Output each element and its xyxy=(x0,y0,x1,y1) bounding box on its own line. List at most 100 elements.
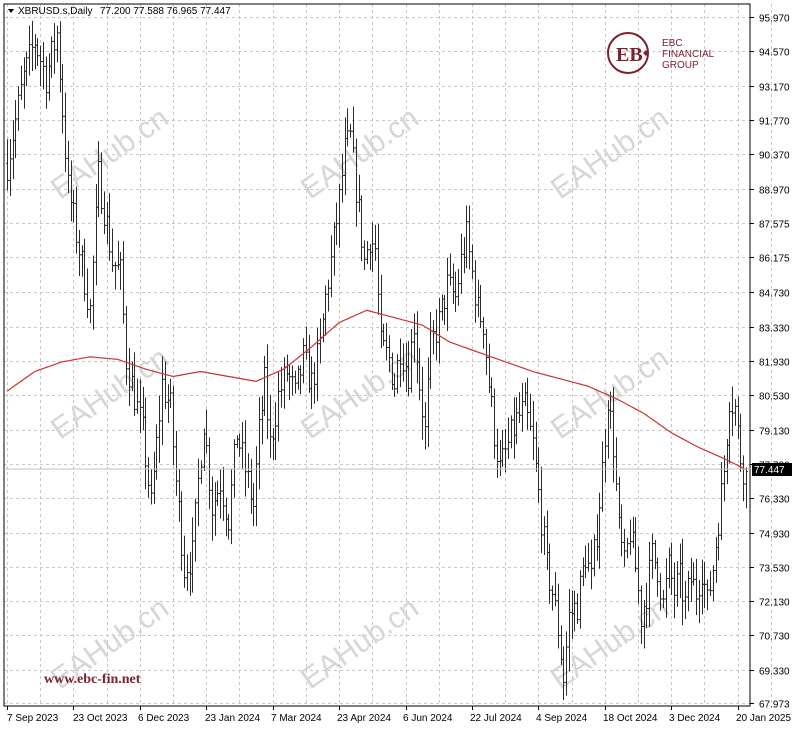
ohlc-bar xyxy=(648,541,651,628)
ohlc-bar xyxy=(330,235,333,298)
ohlc-bar xyxy=(17,86,20,131)
ohlc-bar xyxy=(20,65,23,101)
ohlc-bar xyxy=(712,565,715,602)
ohlc-bar xyxy=(147,457,150,498)
y-axis: 95.970 94.570 93.170 91.770 90.370 88.970 87.5… xyxy=(750,14,790,711)
ohlc-bar xyxy=(626,537,629,559)
ohlc-bar xyxy=(50,36,53,78)
ohlc-bar xyxy=(136,378,139,414)
ohlc-bar xyxy=(493,388,496,460)
ohlc-bar xyxy=(393,373,396,397)
ohlc-bar xyxy=(346,108,349,147)
ohlc-bar xyxy=(421,366,424,440)
ohlc-bar xyxy=(349,123,352,138)
x-tick-label: 3 Dec 2024 xyxy=(669,713,721,724)
ohlc-bar xyxy=(377,223,380,315)
ohlc-bar xyxy=(360,195,363,262)
ohlc-bar xyxy=(557,583,560,649)
ohlc-bar xyxy=(665,558,668,618)
ohlc-bar xyxy=(197,458,200,527)
ohlc-bar xyxy=(222,466,225,521)
ohlc-bar xyxy=(92,255,95,330)
ohlc-bar xyxy=(274,402,277,461)
website-link[interactable]: www.ebc-fin.net xyxy=(44,672,141,687)
current-price-tag: 77.447 xyxy=(752,463,792,476)
ohlc-bar xyxy=(573,590,576,632)
ohlc-bar xyxy=(266,344,269,440)
ohlc-bar xyxy=(396,354,399,394)
ohlc-bar xyxy=(291,365,294,396)
ohlc-bar xyxy=(692,562,695,586)
ohlc-bar xyxy=(227,513,230,540)
ohlc-bar xyxy=(161,356,164,445)
ohlc-bar xyxy=(615,437,618,492)
ohlc-bar xyxy=(670,542,673,595)
ohlc-bar xyxy=(388,335,391,373)
ohlc-bar xyxy=(515,397,518,445)
ohlc-bar xyxy=(133,352,136,416)
ohlc-bar xyxy=(548,543,551,604)
ohlc-bar xyxy=(122,241,125,324)
ohlc-bar xyxy=(526,377,529,430)
ohlc-bar xyxy=(532,400,535,461)
ohlc-bar xyxy=(587,542,590,572)
ohlc-bar xyxy=(579,570,582,629)
ohlc-bar xyxy=(119,251,122,290)
y-tick-label: 86.175 xyxy=(759,254,790,265)
ohlc-bar xyxy=(410,329,413,393)
ohlc-bar xyxy=(211,476,214,541)
ohlc-bar xyxy=(25,51,28,87)
y-tick-label: 84.730 xyxy=(759,289,790,300)
ohlc-bar xyxy=(238,433,241,457)
ohlc-bar xyxy=(659,573,662,611)
ohlc-bar xyxy=(424,402,427,450)
x-tick-label: 20 Jan 2025 xyxy=(736,713,791,724)
y-tick-label: 69.330 xyxy=(759,667,790,678)
dropdown-triangle-icon[interactable] xyxy=(8,9,14,13)
y-tick-label: 72.130 xyxy=(759,598,790,609)
ohlc-bar xyxy=(687,570,690,612)
y-tick-label: 70.730 xyxy=(759,632,790,643)
ohlc-bar xyxy=(590,539,593,590)
ohlc-bar xyxy=(39,45,42,86)
ohlc-bar xyxy=(565,631,568,696)
ohlc-bar xyxy=(734,399,737,426)
x-tick-label: 6 Dec 2023 xyxy=(138,713,190,724)
ohlc-bar xyxy=(601,441,604,512)
ohlc-bar xyxy=(31,20,34,72)
ohlc-bar xyxy=(681,538,684,626)
logo-diamond-icon xyxy=(643,50,649,56)
ohlc-bar xyxy=(277,372,280,442)
ohlc-bar xyxy=(609,391,612,429)
ohlc-bar xyxy=(269,395,272,458)
ohlc-label: 77.200 77.588 76.965 77.447 xyxy=(100,6,231,17)
ohlc-bar xyxy=(703,561,706,609)
ohlc-bar xyxy=(89,298,92,324)
ohlc-bar xyxy=(540,466,543,554)
x-tick-label: 18 Oct 2024 xyxy=(603,713,658,724)
y-tick-label: 79.130 xyxy=(759,427,790,438)
ohlc-bar xyxy=(288,365,291,401)
ohlc-bar xyxy=(53,23,56,74)
ohlc-bar xyxy=(67,140,70,193)
ohlc-bar xyxy=(435,309,438,361)
ohlc-bar xyxy=(399,338,402,387)
x-tick-label: 6 Jun 2024 xyxy=(403,713,453,724)
ohlc-bar xyxy=(183,535,186,588)
ohlc-bar xyxy=(252,483,255,527)
ohlc-bar xyxy=(83,238,86,302)
ohlc-bar xyxy=(407,341,410,397)
ohlc-bar xyxy=(299,365,302,395)
y-tick-label: 90.370 xyxy=(759,151,790,162)
ohlc-bar xyxy=(637,546,640,604)
y-tick-label: 83.330 xyxy=(759,324,790,335)
ohlc-bar xyxy=(723,455,726,502)
ohlc-bar xyxy=(720,461,723,541)
ohlc-bar xyxy=(465,205,468,269)
y-tick-label: 73.530 xyxy=(759,564,790,575)
ohlc-bar xyxy=(640,585,643,645)
y-tick-label: 74.930 xyxy=(759,530,790,541)
price-bars xyxy=(6,20,748,700)
ohlc-bar xyxy=(562,646,565,700)
